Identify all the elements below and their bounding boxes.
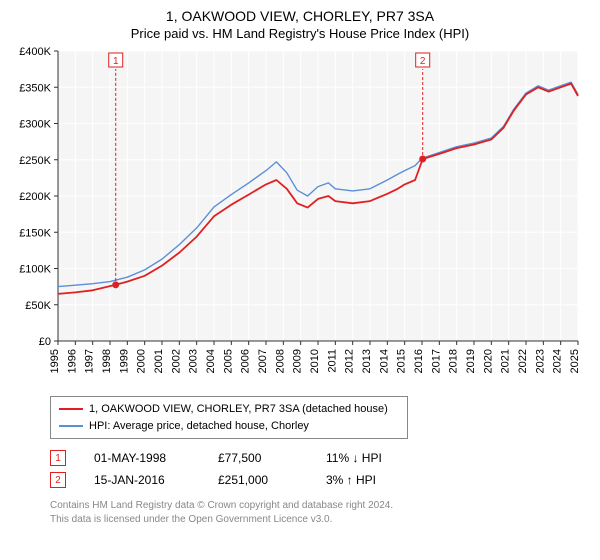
x-tick-label: 2001	[153, 349, 165, 373]
marker-dot	[419, 156, 426, 163]
x-tick-label: 1999	[118, 349, 130, 373]
x-tick-label: 1998	[101, 349, 113, 373]
footer-line-1: Contains HM Land Registry data © Crown c…	[50, 499, 590, 513]
page-subtitle: Price paid vs. HM Land Registry's House …	[10, 26, 590, 41]
x-tick-label: 2000	[136, 349, 148, 373]
x-tick-label: 2006	[240, 349, 252, 373]
transaction-date: 01-MAY-1998	[94, 451, 190, 465]
y-tick-label: £300K	[19, 119, 51, 131]
x-tick-label: 2012	[344, 349, 356, 373]
transaction-row: 1 01-MAY-1998 £77,500 11% ↓ HPI	[50, 447, 590, 469]
footer-line-2: This data is licensed under the Open Gov…	[50, 513, 590, 527]
x-tick-label: 2017	[430, 349, 442, 373]
y-tick-label: £50K	[25, 300, 51, 312]
x-tick-label: 2004	[205, 349, 217, 373]
x-tick-label: 2016	[413, 349, 425, 373]
transaction-hpi: 11% ↓ HPI	[326, 451, 416, 465]
legend-swatch	[59, 425, 83, 427]
y-tick-label: £350K	[19, 82, 51, 94]
y-tick-label: £200K	[19, 191, 51, 203]
x-tick-label: 2019	[465, 349, 477, 373]
price-chart: £0 £50K £100K £150K £200K £250K £300K £350K £400…	[10, 45, 590, 385]
legend-label: HPI: Average price, detached house, Chor…	[89, 418, 309, 435]
x-tick-label: 2003	[188, 349, 200, 373]
transaction-hpi: 3% ↑ HPI	[326, 473, 416, 487]
transaction-badge: 1	[50, 450, 66, 466]
y-tick-label: £100K	[19, 264, 51, 276]
y-tick-label: £400K	[19, 46, 51, 58]
x-tick-label: 2010	[309, 349, 321, 373]
x-tick-label: 2020	[482, 349, 494, 373]
x-tick-label: 2009	[292, 349, 304, 373]
footer-attribution: Contains HM Land Registry data © Crown c…	[50, 499, 590, 526]
x-tick-label: 2013	[361, 349, 373, 373]
x-tick-label: 2024	[552, 349, 564, 373]
x-tick-label: 2021	[500, 349, 512, 373]
x-tick-label: 1995	[49, 349, 61, 373]
transaction-row: 2 15-JAN-2016 £251,000 3% ↑ HPI	[50, 469, 590, 491]
legend-box: 1, OAKWOOD VIEW, CHORLEY, PR7 3SA (detac…	[50, 396, 408, 439]
legend-swatch	[59, 408, 83, 410]
transaction-badge: 2	[50, 472, 66, 488]
y-tick-label: £0	[39, 336, 51, 348]
x-tick-label: 2008	[274, 349, 286, 373]
transaction-price: £251,000	[218, 473, 298, 487]
legend-item: 1, OAKWOOD VIEW, CHORLEY, PR7 3SA (detac…	[59, 401, 399, 418]
x-tick-label: 2015	[396, 349, 408, 373]
page-title: 1, OAKWOOD VIEW, CHORLEY, PR7 3SA	[10, 8, 590, 24]
x-tick-label: 2022	[517, 349, 529, 373]
transaction-date: 15-JAN-2016	[94, 473, 190, 487]
marker-dot	[112, 281, 119, 288]
x-tick-label: 2002	[170, 349, 182, 373]
transaction-price: £77,500	[218, 451, 298, 465]
legend-item: HPI: Average price, detached house, Chor…	[59, 418, 399, 435]
x-tick-label: 2014	[378, 349, 390, 373]
x-tick-label: 2023	[534, 349, 546, 373]
marker-badge-label: 1	[113, 56, 119, 67]
x-tick-label: 2007	[257, 349, 269, 373]
y-tick-label: £250K	[19, 155, 51, 167]
marker-badge-label: 2	[420, 56, 426, 67]
legend-label: 1, OAKWOOD VIEW, CHORLEY, PR7 3SA (detac…	[89, 401, 388, 418]
x-tick-label: 2005	[222, 349, 234, 373]
x-tick-label: 2011	[326, 349, 338, 373]
x-tick-label: 1997	[84, 349, 96, 373]
x-tick-label: 2025	[569, 349, 581, 373]
transactions-table: 1 01-MAY-1998 £77,500 11% ↓ HPI 2 15-JAN-2016…	[50, 447, 590, 491]
x-tick-label: 2018	[448, 349, 460, 373]
x-tick-label: 1996	[66, 349, 78, 373]
y-tick-label: £150K	[19, 227, 51, 239]
